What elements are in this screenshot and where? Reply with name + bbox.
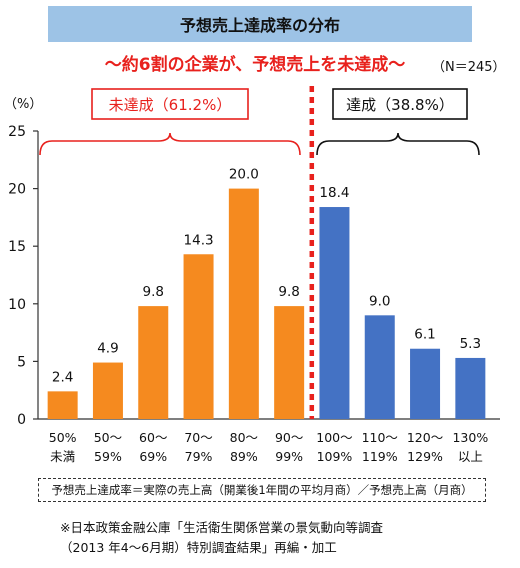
data-label: 4.9 [97,341,118,357]
sample-size-label: （N＝245） [432,60,506,75]
bar [364,315,395,419]
x-tick-label-line1: 50% [49,430,77,445]
x-tick-label-line2: 59% [94,449,122,464]
x-tick-label-line1: 80～ [230,430,258,445]
source-line-1: ※日本政策金融公庫「生活衛生関係営業の景気動向等調査 [60,520,383,535]
bar [228,188,259,419]
x-tick-label-line1: 60～ [139,430,167,445]
data-label: 5.3 [460,336,481,352]
data-label: 20.0 [229,167,259,183]
x-tick-label-line1: 130% [452,430,488,445]
data-label: 14.3 [184,232,214,248]
y-tick-label: 20 [8,182,26,198]
x-tick-label-line2: 109% [317,449,353,464]
bar [455,357,486,419]
group-brace-not-achieved [39,132,301,156]
x-tick-label-line2: 79% [185,449,213,464]
x-tick-label-line1: 90～ [275,430,303,445]
group-label-not-achieved: 未達成（61.2%） [109,96,232,114]
x-tick-label-line2: 以上 [458,449,483,464]
x-tick-label-line1: 120～ [407,430,443,445]
x-tick-label-line2: 119% [362,449,398,464]
bar [47,391,78,419]
data-label: 6.1 [414,327,435,343]
bar-chart: 0 5 10 15 20 25 （%） 2.4 50% 未満 4.9 50～ 59% 9.8 60～ 69% 1… [4,86,500,464]
x-tick-label-line2: 69% [139,449,167,464]
bar [410,348,441,419]
bar [274,306,305,419]
group-label-box-achieved [332,88,468,120]
formula-box: 予想売上達成率＝実際の売上高（開業後1年間の平均月商）／予想売上高（月商） [38,478,486,502]
y-tick-label: 5 [17,354,26,370]
bar [138,306,169,419]
data-label: 9.8 [278,284,299,300]
group-label-box-not-achieved [91,88,249,120]
data-label: 2.4 [52,369,73,385]
formula-text: 予想売上達成率＝実際の売上高（開業後1年間の平均月商）／予想売上高（月商） [51,483,473,497]
y-tick-label: 15 [8,239,26,255]
data-label: 9.8 [143,284,164,300]
bar [183,254,214,419]
x-tick-label-line1: 50～ [94,430,122,445]
x-tick-label-line2: 89% [230,449,258,464]
group-brace-achieved [316,132,480,156]
source-line-2: （2013 年4～6月期）特別調査結果」再編・加工 [60,540,337,555]
y-tick-label: 25 [8,124,26,140]
x-tick-label-line2: 129% [407,449,443,464]
y-tick-label: 0 [17,412,26,428]
bar [319,207,350,419]
x-tick-label-line1: 100～ [316,430,352,445]
title-band: 予想売上達成率の分布 [48,6,472,42]
x-tick-label-line1: 70～ [184,430,212,445]
chart-subtitle: ～約6割の企業が、予想売上を未達成～ [104,55,406,75]
x-tick-label-line1: 110～ [362,430,398,445]
group-label-achieved: 達成（38.8%） [346,96,454,114]
data-label: 18.4 [319,185,349,201]
x-tick-label-line2: 99% [275,449,303,464]
bar [92,362,123,419]
source-note: ※日本政策金融公庫「生活衛生関係営業の景気動向等調査 （2013 年4～6月期）… [60,518,383,558]
y-axis-title: （%） [4,97,42,112]
x-tick-label-line2: 未満 [50,449,75,464]
data-label: 9.0 [369,293,390,309]
y-tick-label: 10 [8,297,26,313]
chart-title: 予想売上達成率の分布 [179,16,340,35]
